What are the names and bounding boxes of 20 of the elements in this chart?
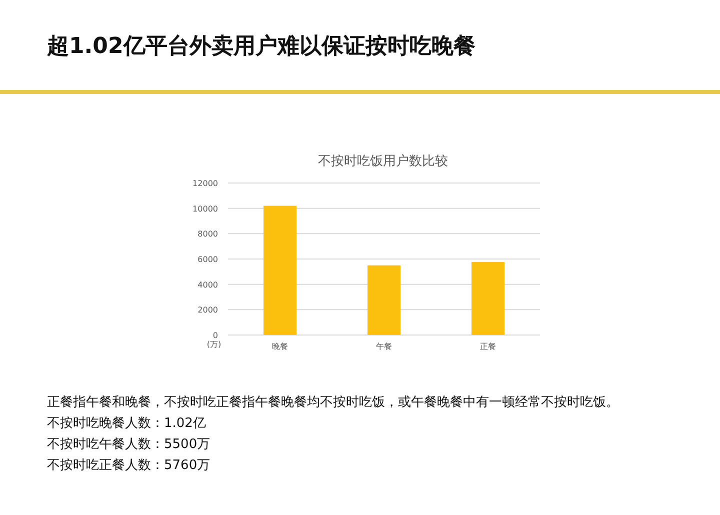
y-tick-label: 10000: [192, 204, 218, 214]
x-tick-label: 晚餐: [272, 342, 288, 351]
y-axis-title: (万): [206, 340, 222, 349]
x-tick-label: 正餐: [480, 342, 496, 351]
bar: [368, 265, 400, 335]
text: 正餐指午餐和晚餐，不按时吃正餐指午餐晚餐均不按时吃饭，或午餐晚餐中有一顿经常不按时吃饭。: [47, 395, 619, 410]
y-tick-label: 2000: [198, 306, 218, 315]
text: 不按时吃午餐人数：5500万: [47, 437, 210, 452]
y-tick-label: 4000: [198, 280, 218, 290]
y-tick-label: 12000: [192, 179, 218, 188]
bar: [472, 262, 504, 335]
bar: [264, 206, 296, 335]
chart-title: 超1.02亿平台外卖用户难以保证按时吃晚餐: [46, 33, 476, 59]
y-tick-label: 6000: [198, 255, 218, 264]
y-tick-label: 0: [212, 331, 218, 340]
y-tick-label: 8000: [198, 230, 218, 239]
x-tick-label: 午餐: [376, 342, 392, 351]
text: 不按时吃正餐人数：5760万: [47, 458, 210, 473]
chart-subtitle: 不按时吃饭用户数比较: [318, 154, 448, 169]
text: 不按时吃晚餐人数：1.02亿: [47, 416, 206, 431]
